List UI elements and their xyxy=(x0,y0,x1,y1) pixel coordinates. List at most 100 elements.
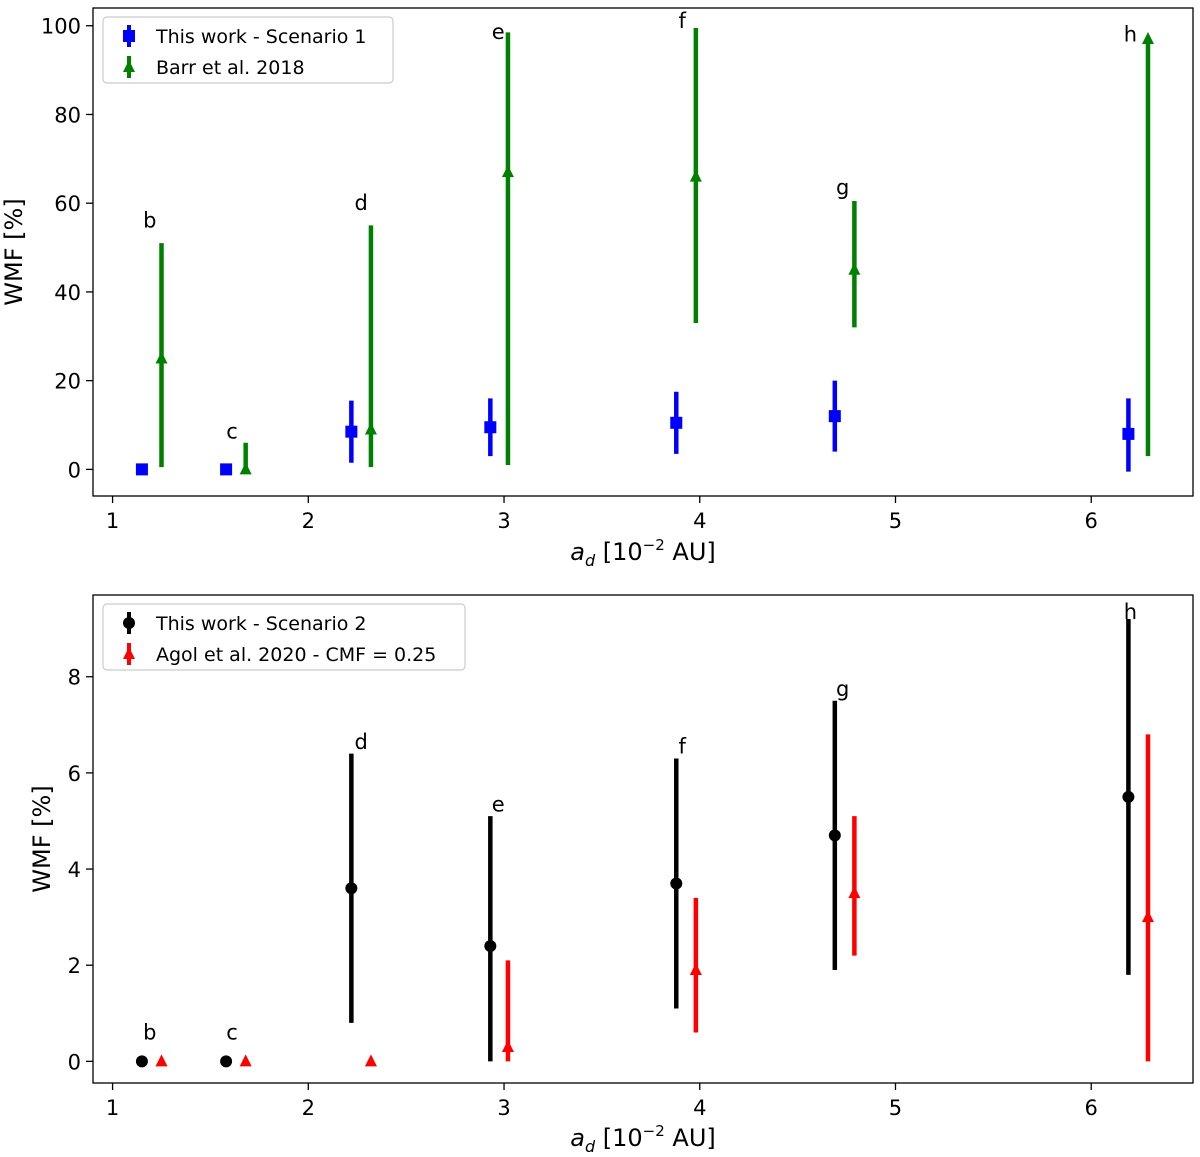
data-point xyxy=(364,422,377,435)
x-tick-label: 2 xyxy=(302,1096,315,1120)
x-axis-label-unit-prefix: [10 xyxy=(595,1124,643,1152)
data-point xyxy=(1141,32,1154,45)
y-axis-label: WMF [%] xyxy=(0,198,28,305)
data-point xyxy=(828,829,841,842)
data-point xyxy=(484,421,497,434)
x-tick-label: 5 xyxy=(889,1096,902,1120)
y-tick-label: 8 xyxy=(68,666,81,690)
legend-box xyxy=(102,16,394,84)
data-point xyxy=(848,886,861,899)
x-axis-label-exponent: −2 xyxy=(643,536,665,554)
x-axis-label: ad [10−2 AU] xyxy=(570,536,716,570)
data-point xyxy=(345,425,358,438)
series-1 xyxy=(135,619,1135,1068)
y-tick-label: 0 xyxy=(68,458,81,482)
planet-label: d xyxy=(354,730,367,754)
legend-handle-marker xyxy=(123,30,135,42)
planet-label: d xyxy=(354,191,367,215)
x-tick-label: 3 xyxy=(497,1096,510,1120)
planet-label: c xyxy=(226,419,238,443)
planet-label: f xyxy=(678,735,686,759)
plot-frame xyxy=(92,7,1194,497)
y-axis-label: WMF [%] xyxy=(28,785,56,892)
data-point xyxy=(670,877,683,890)
data-point xyxy=(1141,910,1154,923)
x-tick-label: 6 xyxy=(1085,1096,1098,1120)
planet-label: h xyxy=(1124,22,1137,46)
planet-label: f xyxy=(678,9,686,33)
data-point xyxy=(364,1054,377,1067)
x-axis-label-unit-suffix: AU] xyxy=(665,538,716,566)
data-point xyxy=(220,463,233,476)
x-tick-label: 6 xyxy=(1085,509,1098,533)
planet-label: b xyxy=(143,209,156,233)
legend-label: Agol et al. 2020 - CMF = 0.25 xyxy=(156,644,436,666)
data-point xyxy=(1122,427,1135,440)
legend-label: This work - Scenario 1 xyxy=(155,26,367,48)
data-point xyxy=(689,169,702,182)
series-2 xyxy=(155,27,1154,475)
x-tick-label: 3 xyxy=(497,509,510,533)
data-point xyxy=(828,410,841,423)
x-tick-label: 1 xyxy=(106,1096,119,1120)
x-axis-label-unit-prefix: [10 xyxy=(595,538,643,566)
plot-frame xyxy=(92,594,1194,1084)
x-tick-label: 4 xyxy=(693,1096,706,1120)
planet-label: b xyxy=(143,1021,156,1045)
series-2 xyxy=(155,734,1154,1067)
data-point xyxy=(135,1055,148,1068)
data-point xyxy=(848,262,861,275)
x-axis-label: ad [10−2 AU] xyxy=(570,1122,716,1156)
legend-label: Barr et al. 2018 xyxy=(156,57,305,79)
y-tick-label: 40 xyxy=(54,281,81,305)
data-point xyxy=(484,939,497,952)
y-tick-label: 20 xyxy=(54,370,81,394)
planet-label: e xyxy=(492,20,505,44)
x-axis-label-subscript: d xyxy=(585,551,596,570)
x-axis-label-exponent: −2 xyxy=(643,1122,665,1140)
y-tick-label: 100 xyxy=(41,15,81,39)
x-axis-label-symbol: a xyxy=(570,538,585,566)
x-tick-label: 1 xyxy=(106,509,119,533)
data-point xyxy=(501,165,514,178)
data-point xyxy=(220,1055,233,1068)
y-tick-label: 2 xyxy=(68,954,81,978)
data-point xyxy=(689,963,702,976)
legend-handle-marker xyxy=(123,647,135,659)
data-point xyxy=(239,462,252,475)
planet-label: c xyxy=(226,1021,238,1045)
data-point xyxy=(345,882,358,895)
legend-box xyxy=(102,603,466,671)
data-point xyxy=(135,463,148,476)
legend-handle-marker xyxy=(123,60,135,72)
data-point xyxy=(155,1054,168,1067)
planet-label: g xyxy=(836,175,849,199)
y-tick-label: 80 xyxy=(54,103,81,127)
legend-handle-marker xyxy=(123,617,135,629)
legend: This work - Scenario 2 Agol et al. 2020 -… xyxy=(102,603,466,671)
y-tick-label: 60 xyxy=(54,192,81,216)
legend: This work - Scenario 1 Barr et al. 2018 xyxy=(102,16,394,84)
planet-label: h xyxy=(1124,600,1137,624)
x-tick-label: 2 xyxy=(302,509,315,533)
data-point xyxy=(1122,790,1135,803)
y-tick-label: 6 xyxy=(68,762,81,786)
data-point xyxy=(239,1054,252,1067)
x-tick-label: 4 xyxy=(693,509,706,533)
x-axis-label-symbol: a xyxy=(570,1124,585,1152)
planet-label: g xyxy=(836,677,849,701)
data-point xyxy=(155,351,168,364)
y-tick-label: 0 xyxy=(68,1050,81,1074)
y-tick-label: 4 xyxy=(68,858,81,882)
x-axis-label-unit-suffix: AU] xyxy=(665,1124,716,1152)
x-tick-label: 5 xyxy=(889,509,902,533)
x-axis-label-subscript: d xyxy=(585,1137,596,1156)
data-point xyxy=(670,416,683,429)
series-1 xyxy=(135,380,1135,476)
data-point xyxy=(501,1039,514,1052)
legend-label: This work - Scenario 2 xyxy=(155,613,367,635)
planet-label: e xyxy=(492,792,505,816)
